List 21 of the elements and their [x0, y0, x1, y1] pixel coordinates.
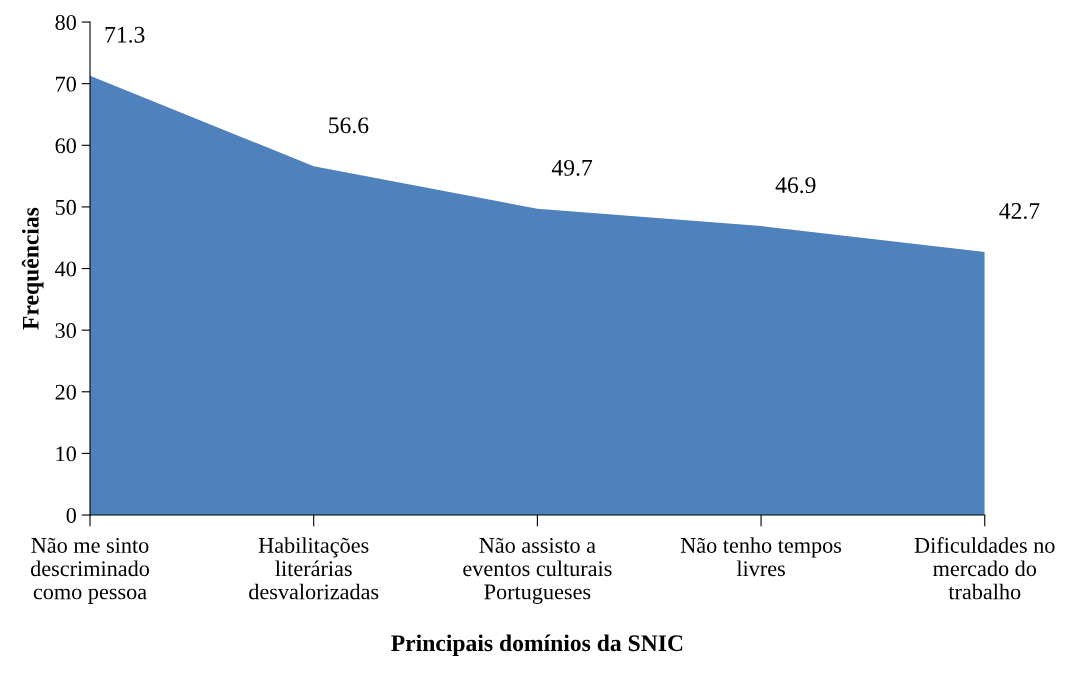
- x-tick-label: Não me sinto descriminado como pessoa: [30, 537, 150, 604]
- x-tick-label: Não assisto a eventos culturais Portugueses: [463, 537, 612, 604]
- y-tick-label: 60: [55, 138, 76, 154]
- y-tick-label: 50: [55, 199, 76, 215]
- data-label: 56.6: [329, 117, 369, 134]
- y-tick-label: 80: [55, 14, 76, 30]
- data-label: 71.3: [105, 26, 145, 43]
- y-tick-label: 0: [66, 507, 76, 523]
- data-label: 49.7: [551, 159, 593, 176]
- x-tick-label: Habilitações literárias desvalorizadas: [249, 537, 379, 600]
- y-tick-label: 20: [55, 384, 76, 400]
- y-tick-label: 40: [55, 261, 76, 277]
- x-tick-label: Não tenho tempos livres: [680, 537, 842, 577]
- x-axis-title: Principais domínios da SNIC: [391, 634, 683, 656]
- y-tick-label: 30: [55, 323, 76, 339]
- data-label: 42.7: [999, 203, 1040, 220]
- y-axis-title: Frequências: [21, 207, 44, 330]
- y-tick-label: 10: [56, 446, 76, 462]
- x-tick-label: Dificuldades no mercado do trabalho: [914, 537, 1055, 600]
- data-label: 46.9: [775, 177, 816, 194]
- y-tick-label: 70: [56, 76, 76, 92]
